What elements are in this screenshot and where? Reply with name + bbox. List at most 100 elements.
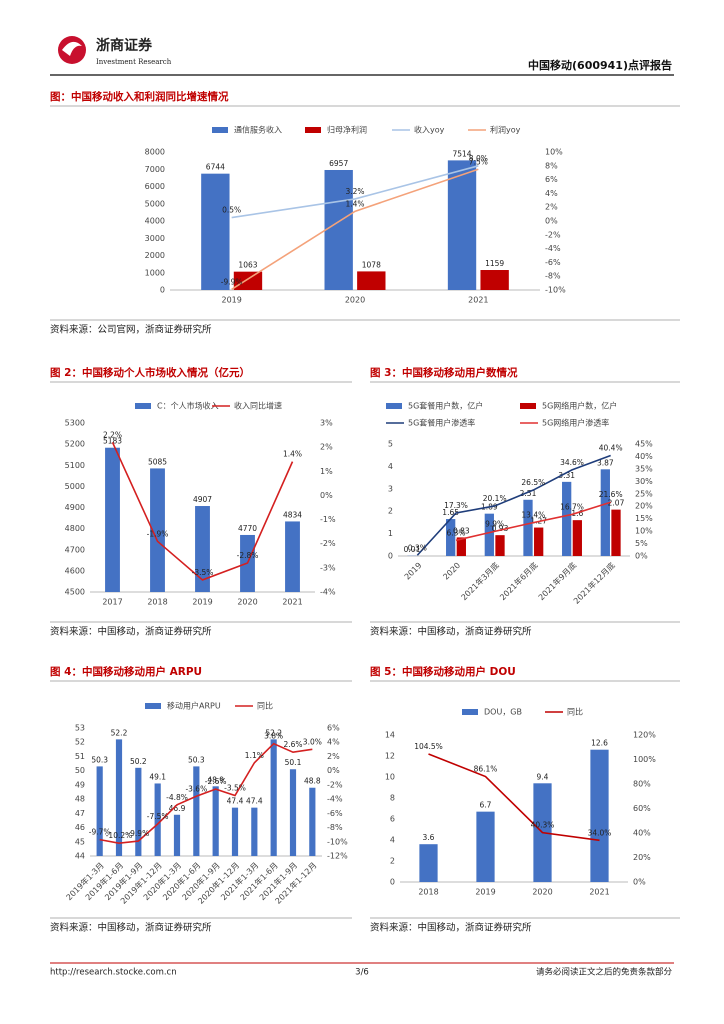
y2-tick-label: -10% (327, 837, 348, 846)
line-value-label: -9.7% (89, 828, 111, 837)
line-value-label: 34.6% (560, 458, 584, 467)
bar (484, 513, 494, 556)
y2-tick-label: 6% (545, 175, 558, 184)
y2-tick-label: 2% (320, 443, 333, 452)
bar-value-label: 12.6 (591, 739, 608, 748)
line-value-label: -4.8% (166, 793, 188, 802)
bar (285, 521, 300, 592)
bar (212, 786, 219, 856)
bar (357, 271, 386, 290)
y-tick-label: 5000 (65, 482, 85, 491)
y2-tick-label: -10% (545, 286, 566, 295)
bar (324, 169, 353, 290)
y2-tick-label: -6% (327, 809, 343, 818)
x-tick-label: 2019 (475, 888, 495, 897)
y2-tick-label: 35% (635, 464, 653, 473)
bar (480, 270, 509, 290)
bar-value-label: 3.87 (597, 458, 614, 467)
x-tick-label: 2018 (418, 888, 438, 897)
bar-value-label: 3.31 (558, 471, 575, 480)
bar-value-label: 1.65 (442, 508, 459, 517)
line-value-label: 13.4% (521, 511, 545, 520)
y2-tick-label: 20% (635, 502, 653, 511)
legend-label: 移动用户ARPU (167, 701, 221, 711)
y-tick-label: 1 (388, 529, 393, 538)
figure-title: 图：中国移动收入和利润同比增速情况 (50, 90, 229, 103)
y2-tick-label: 45% (635, 440, 653, 449)
y2-tick-label: -8% (327, 823, 343, 832)
legend-swatch (212, 127, 228, 133)
y-tick-label: 2 (388, 507, 393, 516)
bar-value-label: 2.07 (608, 499, 625, 508)
y2-tick-label: -2% (327, 780, 343, 789)
line (428, 753, 600, 842)
y2-tick-label: 0% (327, 766, 340, 775)
bar (233, 271, 263, 290)
x-tick-label: 2017 (102, 598, 122, 607)
y-tick-label: 47 (75, 809, 85, 818)
y-tick-label: 12 (385, 752, 395, 761)
bar (572, 520, 582, 556)
y2-tick-label: 25% (635, 489, 653, 498)
report-title: 中国移动(600941)点评报告 (528, 58, 672, 72)
y2-tick-label: -4% (327, 795, 343, 804)
y-tick-label: 3 (388, 484, 393, 493)
x-tick-label: 2021年12月底 (571, 560, 617, 606)
legend-label: 利润yoy (490, 125, 521, 135)
legend-label: 同比 (257, 701, 273, 711)
y2-tick-label: 6% (327, 724, 340, 733)
y2-tick-label: 0% (320, 491, 333, 500)
x-tick-label: 2019 (192, 598, 212, 607)
line (111, 441, 294, 581)
bar-value-label: 2.51 (520, 489, 537, 498)
line-value-label: 40.4% (599, 443, 623, 452)
line (455, 501, 611, 542)
line-value-label: 16.7% (560, 502, 584, 511)
legend-label: 收入yoy (414, 125, 445, 135)
line-value-label: 21.6% (599, 490, 623, 499)
legend-swatch (305, 127, 321, 133)
figure-source: 资料来源：公司官网，浙商证券研究所 (50, 324, 212, 336)
y-tick-label: 14 (385, 731, 395, 740)
figure-source: 资料来源：中国移动，浙商证券研究所 (50, 626, 212, 638)
bar-value-label: 0.83 (453, 526, 470, 535)
bar-value-label: 48.8 (304, 777, 321, 786)
y-tick-label: 45 (75, 837, 85, 846)
logo-sub: Investment Research (96, 58, 172, 66)
y2-tick-label: 4% (545, 189, 558, 198)
y2-tick-label: -3% (320, 563, 336, 572)
y2-tick-label: -2% (545, 230, 561, 239)
y-tick-label: 46 (75, 823, 85, 832)
line-value-label: 3.8% (264, 732, 283, 741)
line-value-label: 86.1% (474, 765, 498, 774)
bar-value-label: 1159 (485, 259, 504, 268)
line-value-label: 40.3% (531, 821, 555, 830)
y2-tick-label: -4% (320, 588, 336, 597)
bar (115, 739, 123, 856)
legend-label: 5G套餐用户数，亿户 (408, 401, 483, 411)
bar-value-label: 52.2 (111, 728, 128, 737)
figure-title: 图 2：中国移动个人市场收入情况（亿元） (50, 366, 250, 379)
line-value-label: 1.4% (345, 199, 364, 208)
page-number: 3/6 (355, 968, 369, 978)
bar (495, 535, 505, 556)
x-tick-label: 2020 (441, 561, 462, 582)
bar (523, 499, 533, 556)
bar-value-label: 50.3 (91, 755, 108, 764)
figure-title: 图 3：中国移动移动用户数情况 (370, 366, 518, 379)
line-value-label: -9.9% (221, 277, 243, 286)
bar-value-label: 4834 (283, 510, 302, 519)
y2-tick-label: 20% (633, 853, 651, 862)
line-value-label: -2.8% (237, 551, 259, 560)
bar-value-label: 0.93 (492, 524, 509, 533)
line-value-label: 1.4% (283, 450, 302, 459)
x-tick-label: 2021 (282, 598, 302, 607)
line-value-label: 104.5% (414, 742, 443, 751)
bar (201, 173, 230, 290)
bar-value-label: 6.7 (480, 801, 492, 810)
line-value-label: -2.6% (205, 777, 227, 786)
disclaimer: 请务必阅读正文之后的免责条款部分 (536, 967, 673, 978)
y-tick-label: 6000 (145, 182, 165, 191)
line-value-label: 3.0% (303, 737, 322, 746)
y-tick-label: 5 (388, 440, 393, 449)
